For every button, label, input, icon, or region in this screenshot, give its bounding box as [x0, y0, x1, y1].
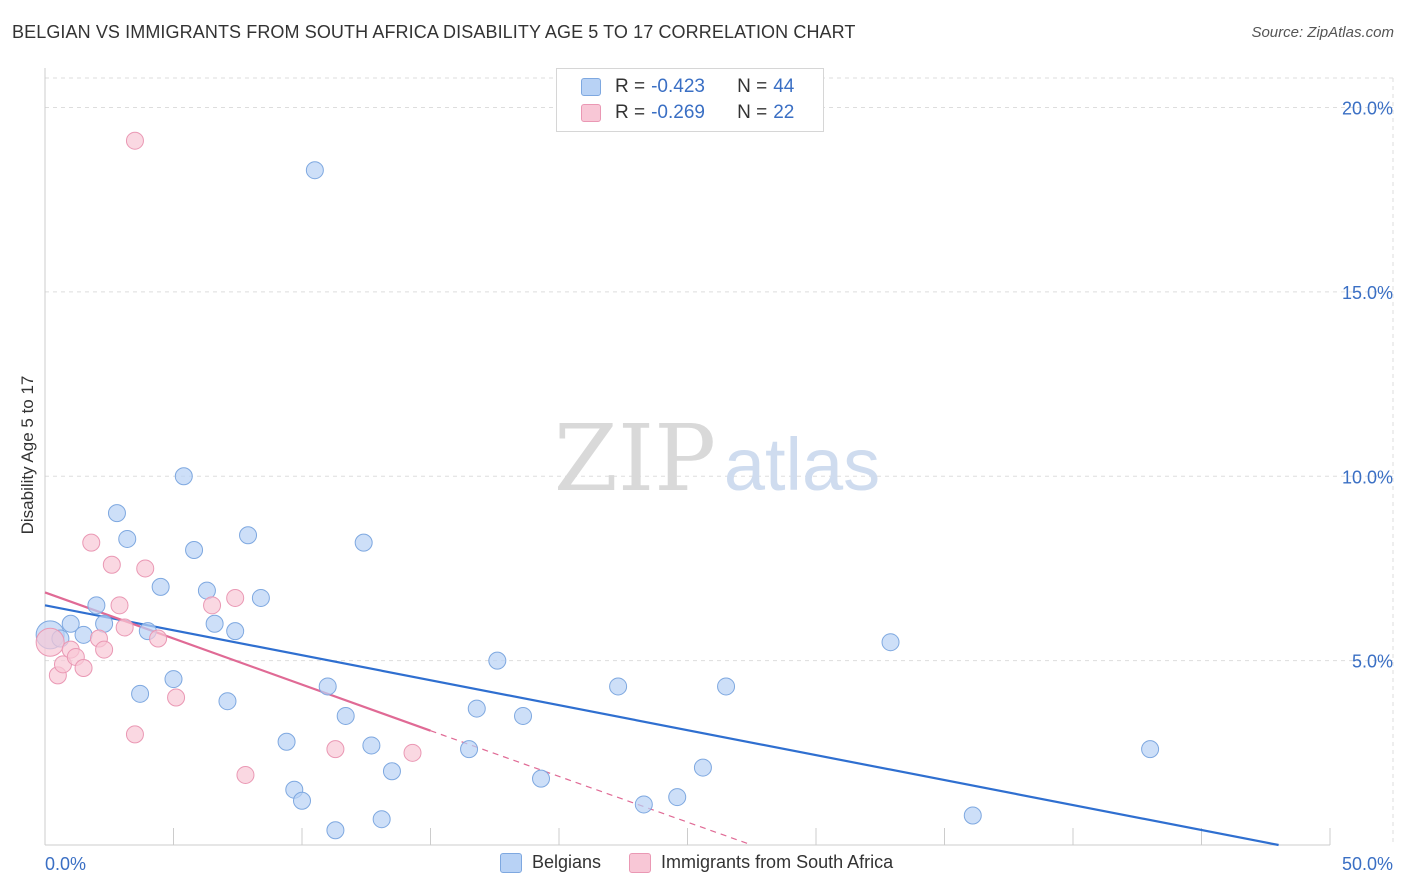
south-africa-point [226, 588, 245, 607]
belgian-point [668, 788, 687, 807]
legend-swatch-pink [581, 104, 601, 122]
south-africa-point [82, 533, 101, 552]
belgian-point [372, 810, 391, 829]
belgian-point [881, 633, 900, 652]
chart-title: BELGIAN VS IMMIGRANTS FROM SOUTH AFRICA … [12, 22, 856, 42]
legend-swatch-blue [581, 78, 601, 96]
y-tick-label: 10.0% [1342, 467, 1393, 487]
belgian-point [61, 614, 80, 633]
south-africa-point [115, 618, 134, 637]
belgian-point [277, 732, 296, 751]
legend-r-value: -0.269 [651, 102, 705, 123]
south-africa-point [149, 629, 168, 648]
legend-n-value: 22 [773, 102, 795, 123]
tick-label-layer: 5.0% 10.0% 15.0% 20.0% 0.0% 50.0% [45, 99, 1393, 875]
belgian-point [118, 529, 137, 548]
belgian-point [164, 670, 183, 689]
trend-layer [44, 591, 1279, 847]
belgian-point [226, 622, 245, 641]
belgian-point [87, 596, 106, 615]
watermark-atlas: atlas [724, 423, 880, 506]
belgian-point [382, 762, 401, 781]
belgian-point [514, 706, 533, 725]
belgian-point [107, 504, 126, 523]
south-africa-point [125, 725, 144, 744]
south-africa-trend-extension [430, 730, 752, 846]
belgian-point [963, 806, 982, 825]
belgian-point [205, 614, 224, 633]
belgian-point [293, 791, 311, 810]
south-africa-point [403, 743, 422, 762]
legend-n-value: 44 [773, 76, 795, 97]
belgian-point [336, 706, 355, 725]
south-africa-point [167, 688, 186, 707]
y-tick-label: 15.0% [1342, 283, 1393, 303]
belgian-point [634, 795, 653, 814]
belgian-point [488, 651, 507, 670]
y-tick-label: 20.0% [1342, 99, 1393, 119]
legend-r-label: R = [615, 76, 646, 97]
belgian-point [609, 677, 628, 696]
belgian-point [693, 758, 712, 777]
legend-swatch-blue [500, 852, 522, 873]
point-layer [35, 131, 1160, 840]
x-tick-label-min: 0.0% [45, 854, 86, 874]
legend-row-belgians: R = -0.423 N = 44 [581, 75, 794, 99]
belgian-point [131, 684, 150, 703]
south-africa-point [203, 596, 222, 615]
y-tick-label: 5.0% [1352, 652, 1393, 672]
watermark-zip: ZIP [554, 405, 716, 512]
south-africa-point [110, 596, 129, 615]
belgian-point [318, 677, 337, 696]
watermark: ZIP atlas [554, 405, 880, 512]
source-label: Source: ZipAtlas.com [1251, 24, 1394, 41]
belgian-point [174, 467, 193, 486]
belgian-point [151, 577, 170, 596]
south-africa-point [95, 640, 114, 659]
south-africa-point [125, 131, 144, 150]
legend-label-south-africa: Immigrants from South Africa [661, 852, 894, 872]
x-tick-label-max: 50.0% [1342, 854, 1393, 874]
belgian-point [305, 161, 324, 180]
belgian-point [467, 699, 486, 718]
belgian-point [532, 769, 551, 788]
legend-n-label: N = [737, 76, 768, 97]
south-africa-trend-line [44, 591, 431, 732]
legend-label-belgians: Belgians [532, 852, 602, 872]
belgian-point [717, 677, 736, 696]
south-africa-point [102, 555, 121, 574]
axis-layer [44, 68, 1331, 846]
belgian-point [185, 541, 204, 559]
south-africa-point [236, 765, 255, 784]
legend-row-south-africa: R = -0.269 N = 22 [581, 101, 794, 125]
legend-r-label: R = [615, 102, 646, 123]
y-axis-label: Disability Age 5 to 17 [18, 375, 37, 535]
belgian-point [218, 692, 237, 711]
belgian-point [74, 625, 93, 644]
belgian-point [1141, 740, 1160, 759]
south-africa-point [326, 740, 345, 759]
belgian-point [460, 740, 479, 759]
legend-item-south-africa[interactable]: Immigrants from South Africa [629, 852, 893, 873]
grid-layer [45, 77, 1394, 845]
south-africa-point [74, 659, 93, 677]
legend-item-belgians[interactable]: Belgians [500, 852, 601, 873]
south-africa-point [35, 627, 65, 657]
correlation-legend: R = -0.423 N = 44 R = -0.269 N = 22 [556, 68, 824, 132]
belgian-point [251, 588, 270, 607]
belgian-point [354, 533, 373, 552]
south-africa-point [136, 559, 155, 578]
belgian-trend-line [44, 604, 1279, 847]
legend-n-label: N = [737, 102, 768, 123]
belgian-point [326, 821, 345, 840]
belgian-point [362, 736, 381, 755]
legend-swatch-pink [629, 852, 652, 873]
belgian-point [239, 526, 258, 545]
series-legend: Belgians Immigrants from South Africa [500, 852, 921, 873]
legend-r-value: -0.423 [651, 76, 705, 97]
